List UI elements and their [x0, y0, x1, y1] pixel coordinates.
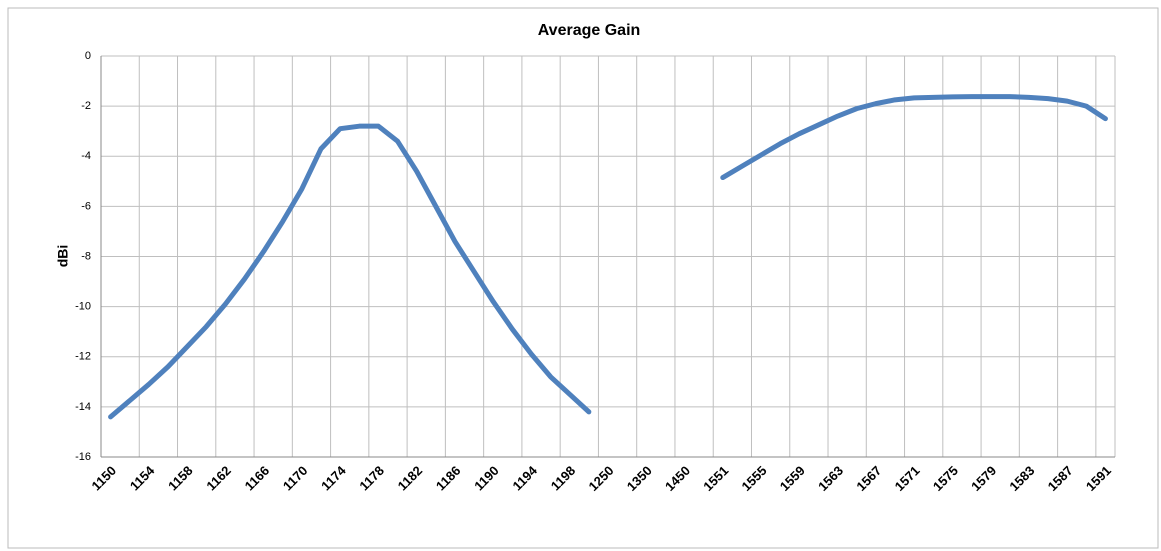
y-tick-label: -14: [75, 401, 91, 413]
y-tick-label: -10: [75, 301, 91, 313]
chart-title: Average Gain: [538, 22, 641, 39]
y-tick-label: -6: [81, 200, 91, 212]
y-tick-label: -16: [75, 451, 91, 463]
y-axis-label: dBi: [55, 245, 71, 268]
y-tick-label: 0: [85, 50, 91, 62]
y-tick-label: -8: [81, 250, 91, 262]
y-tick-label: -4: [81, 150, 91, 162]
data-line: [108, 123, 592, 420]
y-tick-label: -2: [81, 100, 91, 112]
data-line: [720, 94, 1108, 181]
y-tick-label: -12: [75, 351, 91, 363]
